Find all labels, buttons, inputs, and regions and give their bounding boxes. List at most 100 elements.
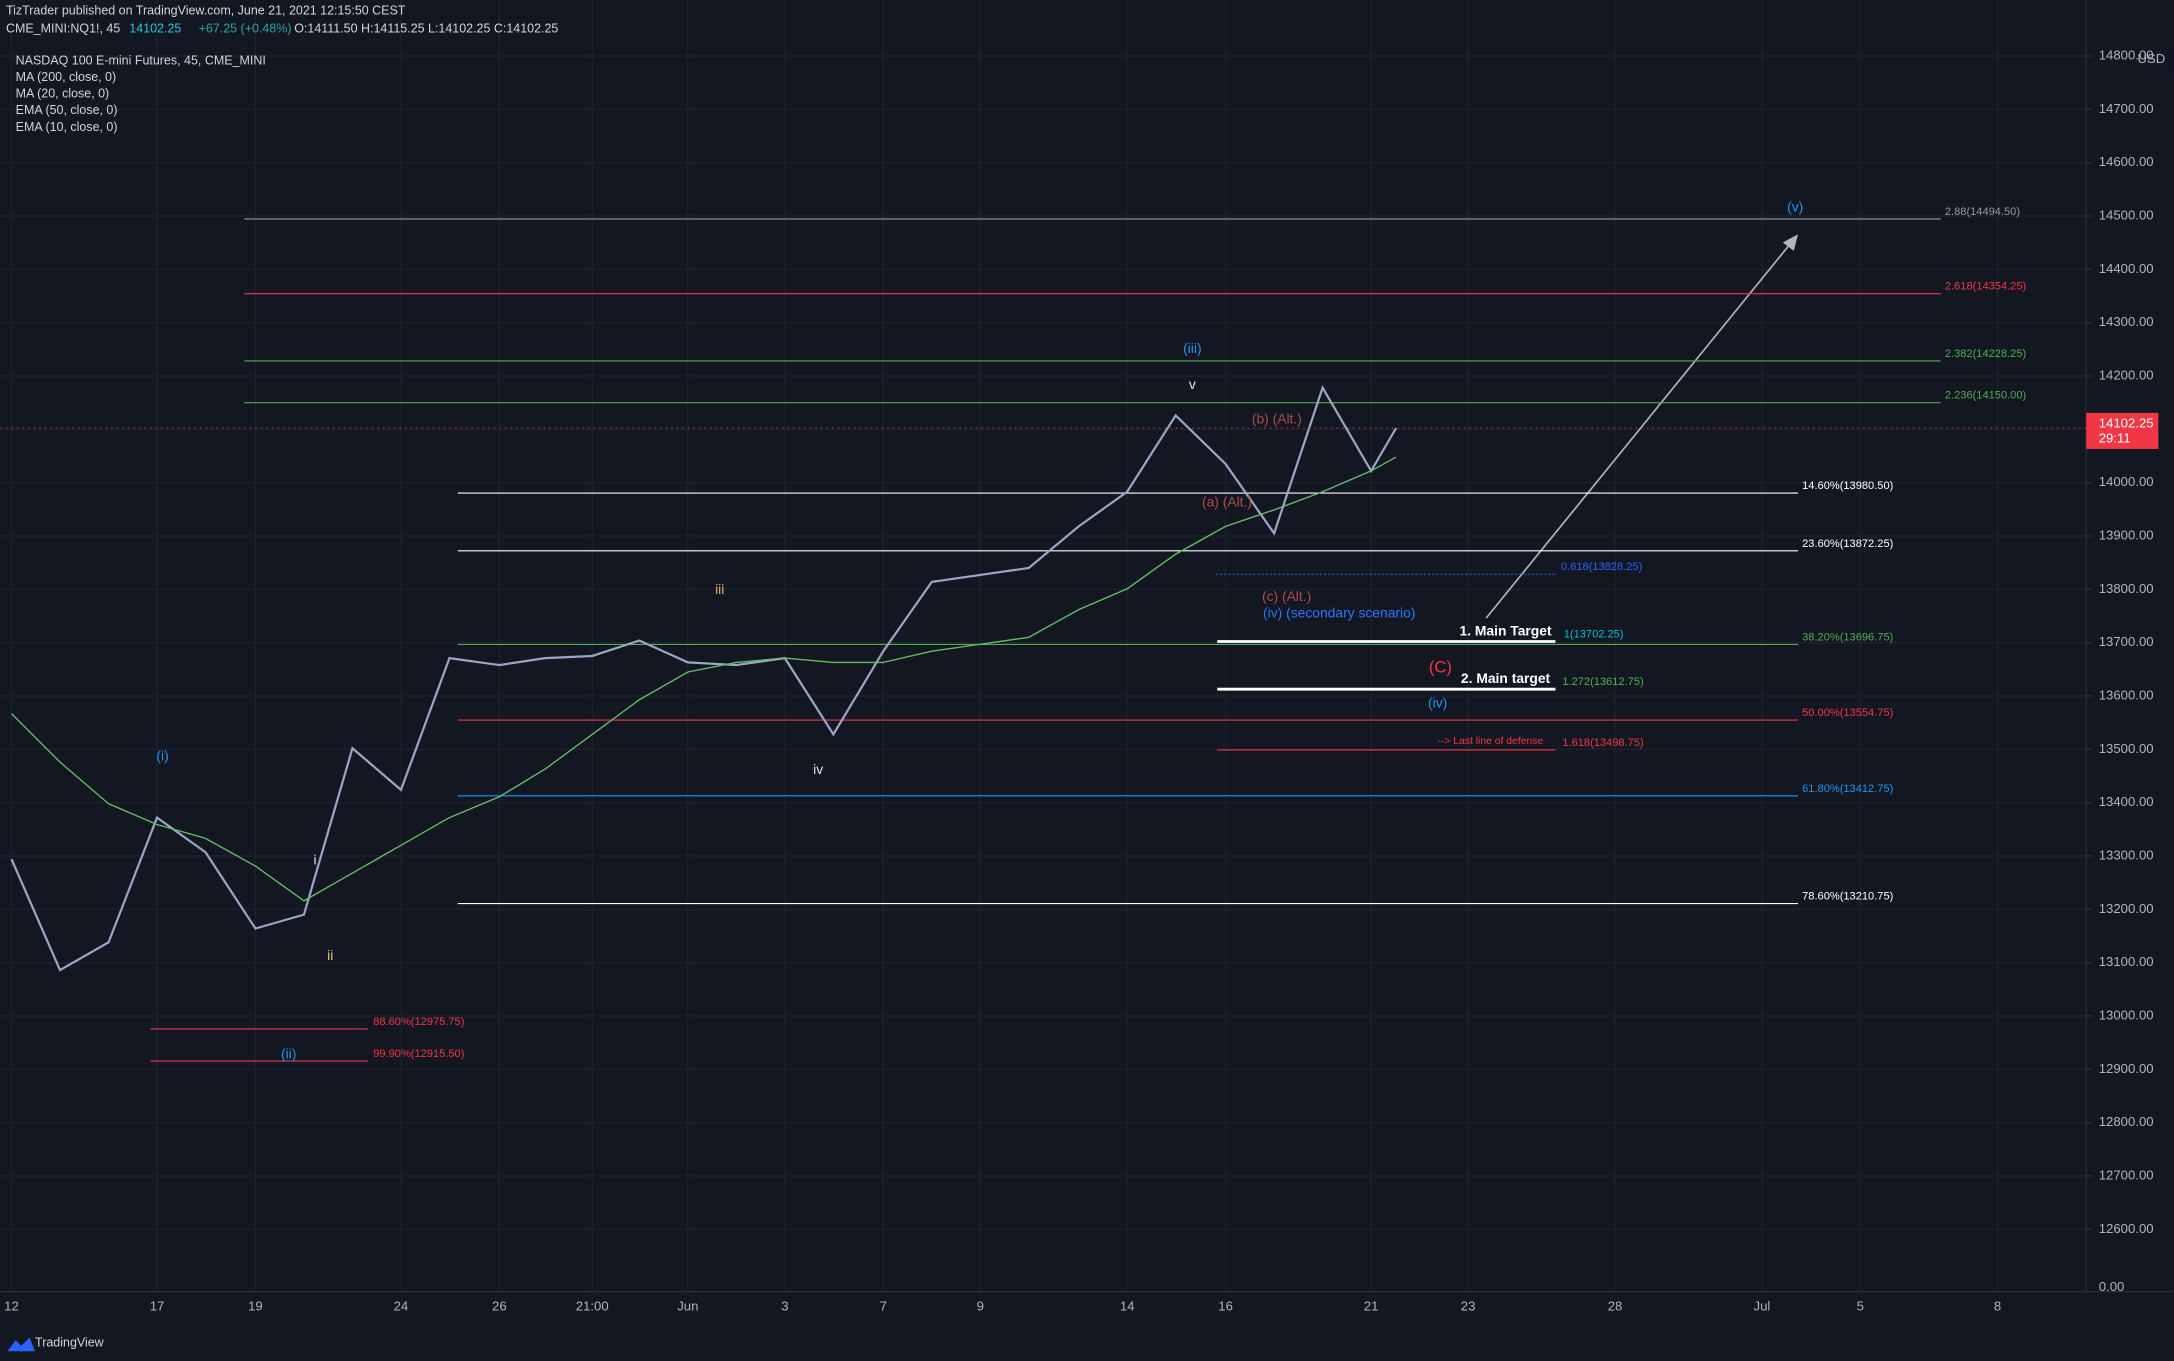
y-tick-label: 14600.00 <box>2099 154 2154 169</box>
y-tick-label: 14400.00 <box>2099 261 2154 276</box>
y-tick-label: 12600.00 <box>2099 1221 2154 1236</box>
wave-label: i <box>313 851 316 867</box>
axis-footer-label: 0.00 <box>2099 1279 2125 1294</box>
y-tick-label: 13900.00 <box>2099 527 2154 542</box>
wave-label: (i) <box>156 747 168 763</box>
wave-label: iv <box>813 761 823 777</box>
wave-label: (iii) <box>1183 340 1201 356</box>
x-tick-label: 26 <box>492 1298 507 1313</box>
wave-label: ii <box>327 947 333 963</box>
x-tick-label: 7 <box>880 1298 887 1313</box>
y-tick-label: 12700.00 <box>2099 1167 2154 1182</box>
y-tick-label: 13600.00 <box>2099 687 2154 702</box>
legend-ma20: MA (20, close, 0) <box>16 87 110 101</box>
y-tick-label: 14800.00 <box>2099 47 2154 62</box>
legend-ema50: EMA (50, close, 0) <box>16 103 118 117</box>
x-tick-label: 21 <box>1364 1298 1379 1313</box>
last-price-tag <box>2086 412 2159 449</box>
level-label: 23.60%(13872.25) <box>1802 538 1893 550</box>
level-label: 78.60%(13210.75) <box>1802 891 1893 903</box>
level-label: 61.80%(13412.75) <box>1802 783 1893 795</box>
y-tick-label: 14000.00 <box>2099 474 2154 489</box>
x-tick-label: 17 <box>150 1298 165 1313</box>
x-tick-label: 8 <box>1994 1298 2001 1313</box>
x-tick-label: Jul <box>1754 1298 1771 1313</box>
x-tick-label: 28 <box>1608 1298 1623 1313</box>
level-label: 50.00%(13554.75) <box>1802 707 1893 719</box>
wave-label: (c) (Alt.) <box>1262 588 1311 604</box>
level-label: 2.382(14228.25) <box>1945 348 2026 360</box>
y-tick-label: 13200.00 <box>2099 901 2154 916</box>
header-ohlc: O:14111.50 H:14115.25 L:14102.25 C:14102… <box>294 21 558 35</box>
x-tick-label: 19 <box>248 1298 263 1313</box>
level-label: 0.618(13828.25) <box>1561 561 1642 573</box>
target-arrow-head <box>1782 234 1798 251</box>
grid <box>0 0 2087 1292</box>
y-tick-label: 13800.00 <box>2099 581 2154 596</box>
wave-label: (v) <box>1787 199 1803 215</box>
symbol: CME_MINI:NQ1!, 45 <box>6 21 120 35</box>
header-change: +67.25 (+0.48%) <box>199 21 292 35</box>
wave-label: (ii) <box>281 1045 296 1061</box>
x-tick-label: 5 <box>1857 1298 1864 1313</box>
y-tick-label: 13300.00 <box>2099 847 2154 862</box>
level-label: 2.88(14494.50) <box>1945 206 2020 218</box>
wave-label: (iv) <box>1428 695 1447 711</box>
countdown: 29:11 <box>2099 431 2131 446</box>
y-tick-label: 14500.00 <box>2099 207 2154 222</box>
level-label: 1(13702.25) <box>1564 628 1624 640</box>
y-tick-label: 14700.00 <box>2099 101 2154 116</box>
y-tick-label: 14300.00 <box>2099 314 2154 329</box>
x-tick-label: 24 <box>394 1298 409 1313</box>
x-tick-label: 3 <box>781 1298 788 1313</box>
legend-ma200: MA (200, close, 0) <box>16 70 117 84</box>
x-tick-label: 12 <box>4 1298 19 1313</box>
wave-label: (a) (Alt.) <box>1202 494 1252 510</box>
brand: TradingView <box>35 1335 105 1349</box>
level-label: 88.60%(12975.75) <box>373 1016 464 1028</box>
currency-box <box>2132 47 2171 70</box>
y-tick-label: 13400.00 <box>2099 794 2154 809</box>
header-price: 14102.25 <box>129 21 181 35</box>
level-label: 14.60%(13980.50) <box>1802 480 1893 492</box>
legend-ema10: EMA (10, close, 0) <box>16 120 118 134</box>
y-tick-label: 12900.00 <box>2099 1061 2154 1076</box>
last-price-label: 14102.25 <box>2099 415 2154 430</box>
wave-label: 1. Main Target <box>1460 623 1552 639</box>
brand-logo <box>7 1337 36 1352</box>
y-tick-label: 13100.00 <box>2099 954 2154 969</box>
y-tick-label: 13500.00 <box>2099 741 2154 756</box>
wave-label: 2. Main target <box>1461 670 1551 686</box>
x-tick-label: 21:00 <box>576 1298 609 1313</box>
level-label: 1.272(13612.75) <box>1562 676 1643 688</box>
x-tick-label: Jun <box>677 1298 698 1313</box>
y-tick-label: 13700.00 <box>2099 634 2154 649</box>
level-label: 38.20%(13696.75) <box>1802 631 1893 643</box>
y-tick-label: 14200.00 <box>2099 367 2154 382</box>
y-tick-label: 13000.00 <box>2099 1007 2154 1022</box>
wave-label: v <box>1189 376 1196 392</box>
currency: USD <box>2138 51 2166 66</box>
y-tick-label: 12800.00 <box>2099 1114 2154 1129</box>
wave-label: (b) (Alt.) <box>1252 411 1302 427</box>
level-label: 99.90%(12915.50) <box>373 1048 464 1060</box>
series-line <box>10 385 1398 972</box>
legend-main: NASDAQ 100 E-mini Futures, 45, CME_MINI <box>16 53 266 67</box>
x-tick-label: 9 <box>977 1298 984 1313</box>
wave-label: iii <box>715 581 724 597</box>
wave-label: --> Last line of defense <box>1437 736 1543 747</box>
x-tick-label: 23 <box>1461 1298 1476 1313</box>
published-line: TizTrader published on TradingView.com, … <box>6 3 406 17</box>
series-line <box>11 456 1397 902</box>
x-tick-label: 16 <box>1218 1298 1233 1313</box>
wave-label: (C) <box>1429 657 1452 676</box>
x-tick-label: 14 <box>1120 1298 1135 1313</box>
level-label: 1.618(13498.75) <box>1562 737 1643 749</box>
wave-label: (iv) (secondary scenario) <box>1263 605 1415 621</box>
target-arrow <box>1485 240 1794 619</box>
level-label: 2.236(14150.00) <box>1945 390 2026 402</box>
level-label: 2.618(14354.25) <box>1945 281 2026 293</box>
